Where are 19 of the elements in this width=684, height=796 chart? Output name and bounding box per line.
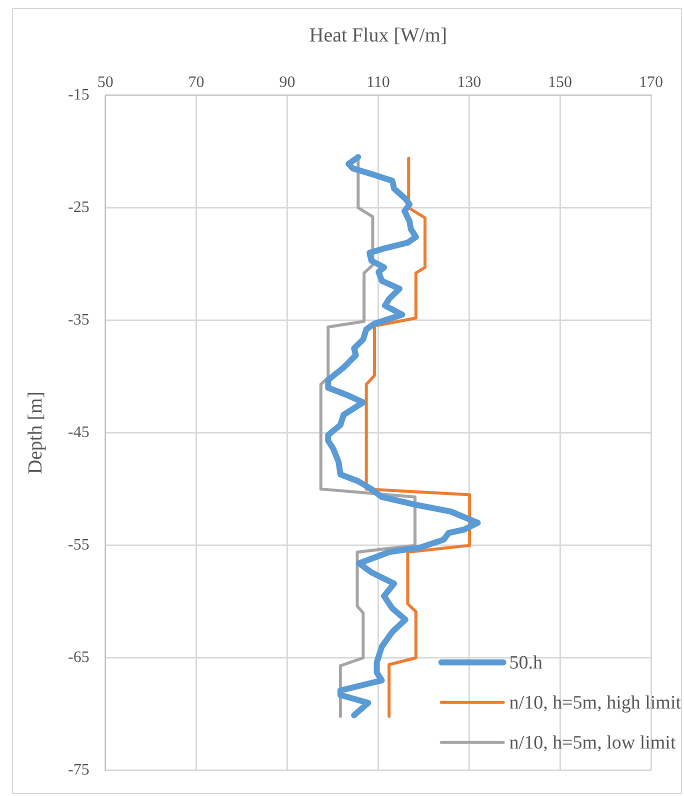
- y-tick-label: -75: [68, 762, 90, 779]
- x-tick-label: 90: [279, 74, 296, 91]
- x-tick-label: 70: [188, 74, 204, 91]
- x-tick-label: 130: [457, 74, 482, 91]
- x-tick-label: 150: [548, 74, 572, 91]
- y-tick-label: -45: [68, 424, 90, 442]
- legend-label: 50.h: [509, 652, 544, 674]
- x-tick-label: 50: [97, 74, 114, 91]
- y-tick-label: -35: [68, 311, 90, 328]
- legend-label: n/10, h=5m, low limit: [509, 732, 676, 754]
- y-tick-label: -55: [68, 536, 90, 554]
- y-tick-label: -65: [68, 649, 90, 666]
- y-axis-title: Depth [m]: [24, 391, 46, 474]
- legend-label: n/10, h=5m, high limit: [509, 692, 682, 714]
- x-tick-label: 110: [366, 74, 390, 91]
- x-tick-label: 170: [639, 74, 663, 91]
- y-tick-label: -25: [68, 198, 90, 216]
- x-axis-title: Heat Flux [W/m]: [309, 24, 448, 46]
- y-tick-label: -15: [68, 86, 90, 104]
